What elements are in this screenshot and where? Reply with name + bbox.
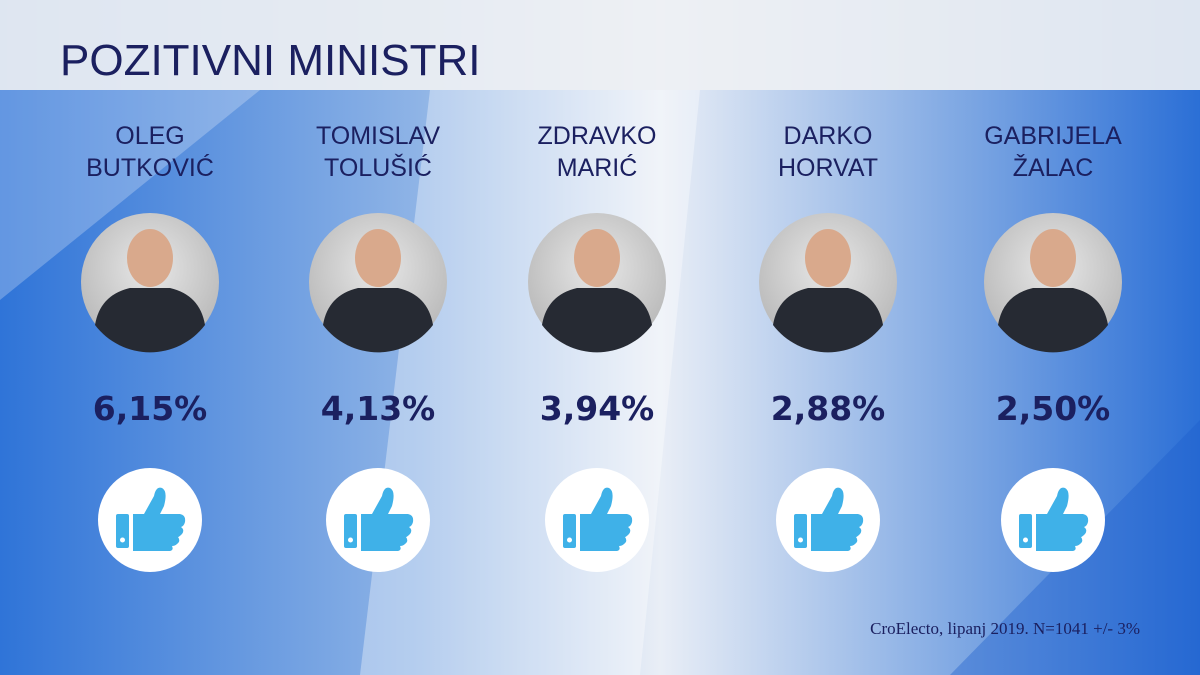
thumb-dot	[567, 537, 572, 543]
minister-name: OLEG	[115, 122, 184, 150]
minister: DARKO HORVAT 2,88%	[759, 122, 897, 572]
title: POZITIVNI MINISTRI	[60, 36, 480, 85]
photo-face	[805, 229, 851, 287]
minister-name: MARIĆ	[557, 153, 638, 182]
photo-silhouette	[542, 288, 652, 353]
thumb-dot	[120, 537, 125, 543]
percent: 2,88%	[771, 389, 886, 428]
thumb-cuff	[344, 514, 357, 548]
minister: OLEG BUTKOVIĆ 6,15%	[81, 122, 219, 572]
header-band	[0, 0, 1200, 90]
thumb-icon	[794, 487, 864, 551]
photo-silhouette	[323, 288, 433, 353]
thumb-cuff	[794, 514, 807, 548]
minister-name: BUTKOVIĆ	[86, 153, 214, 182]
percent: 3,94%	[540, 389, 655, 428]
thumb-icon	[344, 487, 414, 551]
source: CroElecto, lipanj 2019. N=1041 +/- 3%	[870, 619, 1140, 638]
photo-silhouette	[95, 288, 205, 353]
minister-name: ŽALAC	[1013, 153, 1094, 182]
thumb	[361, 487, 414, 551]
ministers: OLEG BUTKOVIĆ 6,15% TOMISLAV TOLUŠIĆ 4,13% ZDR…	[81, 122, 1122, 572]
thumb-dot	[1023, 537, 1028, 543]
thumb	[811, 487, 864, 551]
photo-face	[127, 229, 173, 287]
photo-silhouette	[773, 288, 883, 353]
thumb-dot	[348, 537, 353, 543]
photo-face	[574, 229, 620, 287]
thumb-cuff	[116, 514, 129, 548]
percent: 2,50%	[996, 389, 1111, 428]
minister: ZDRAVKO MARIĆ 3,94%	[528, 122, 666, 572]
thumb-icon	[116, 487, 186, 551]
minister-name: DARKO	[784, 122, 873, 150]
percent: 4,13%	[321, 389, 436, 428]
minister: TOMISLAV TOLUŠIĆ 4,13%	[309, 122, 447, 572]
minister-name: ZDRAVKO	[538, 122, 657, 150]
minister-name: GABRIJELA	[984, 122, 1122, 150]
minister: GABRIJELA ŽALAC 2,50%	[984, 122, 1122, 572]
percent: 6,15%	[93, 389, 208, 428]
photo-face	[1030, 229, 1076, 287]
thumb-icon	[563, 487, 633, 551]
thumb	[580, 487, 633, 551]
bg-facet	[0, 90, 260, 300]
minister-name: HORVAT	[778, 154, 878, 182]
thumb	[133, 487, 186, 551]
minister-name: TOMISLAV	[316, 122, 440, 150]
thumb-icon	[1019, 487, 1089, 551]
thumb-cuff	[563, 514, 576, 548]
photo-face	[355, 229, 401, 287]
thumb	[1036, 487, 1089, 551]
minister-name: TOLUŠIĆ	[324, 153, 432, 182]
thumb-cuff	[1019, 514, 1032, 548]
thumb-dot	[798, 537, 803, 543]
photo-silhouette	[998, 288, 1108, 353]
